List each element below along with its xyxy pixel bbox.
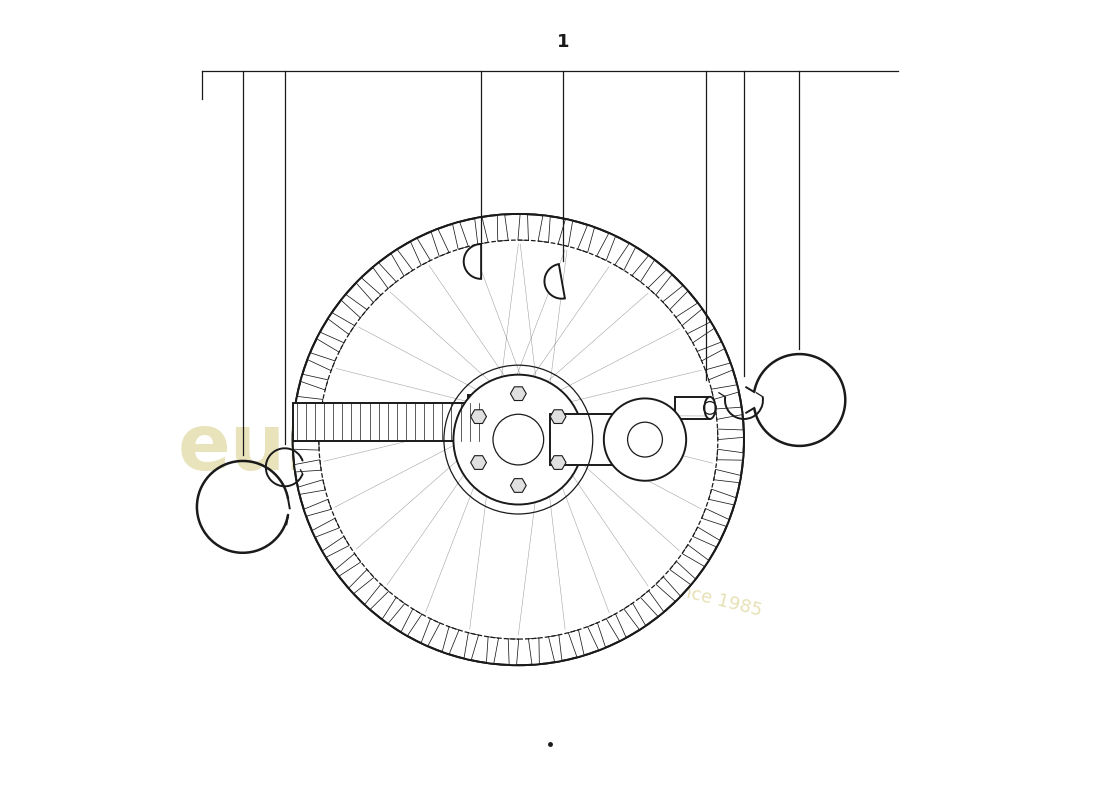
Text: a passion for parts since 1985: a passion for parts since 1985 bbox=[495, 537, 763, 620]
Polygon shape bbox=[421, 618, 440, 646]
Polygon shape bbox=[662, 286, 688, 310]
Polygon shape bbox=[373, 262, 396, 289]
Text: 1: 1 bbox=[558, 33, 570, 51]
Polygon shape bbox=[293, 439, 319, 450]
Polygon shape bbox=[382, 598, 405, 624]
Circle shape bbox=[293, 214, 744, 666]
Polygon shape bbox=[714, 470, 741, 482]
Polygon shape bbox=[656, 577, 681, 602]
Polygon shape bbox=[705, 363, 733, 380]
Bar bbox=[293, 403, 483, 441]
Polygon shape bbox=[300, 374, 328, 390]
Polygon shape bbox=[558, 219, 573, 246]
Polygon shape bbox=[471, 410, 486, 423]
Polygon shape bbox=[452, 222, 469, 250]
Polygon shape bbox=[632, 255, 654, 282]
Polygon shape bbox=[349, 570, 374, 594]
Polygon shape bbox=[624, 603, 646, 630]
Polygon shape bbox=[307, 353, 336, 370]
Polygon shape bbox=[298, 480, 326, 494]
Polygon shape bbox=[341, 294, 367, 318]
Polygon shape bbox=[312, 518, 340, 538]
Polygon shape bbox=[697, 342, 725, 361]
Bar bbox=[469, 395, 486, 449]
Polygon shape bbox=[578, 225, 595, 253]
Polygon shape bbox=[648, 270, 672, 295]
Polygon shape bbox=[675, 303, 702, 326]
Polygon shape bbox=[712, 385, 739, 399]
Polygon shape bbox=[364, 584, 388, 610]
Text: euroParts: euroParts bbox=[177, 410, 606, 486]
Polygon shape bbox=[596, 233, 616, 261]
Polygon shape bbox=[294, 460, 321, 472]
Polygon shape bbox=[550, 410, 566, 423]
Polygon shape bbox=[510, 387, 526, 401]
Ellipse shape bbox=[704, 397, 715, 419]
Polygon shape bbox=[486, 637, 498, 664]
Polygon shape bbox=[717, 429, 744, 439]
Polygon shape bbox=[528, 638, 539, 665]
Polygon shape bbox=[682, 545, 708, 566]
Polygon shape bbox=[442, 626, 459, 654]
Polygon shape bbox=[296, 396, 323, 410]
Polygon shape bbox=[322, 537, 349, 558]
Polygon shape bbox=[293, 419, 320, 430]
Polygon shape bbox=[475, 217, 488, 244]
Polygon shape bbox=[640, 590, 664, 617]
Bar bbox=[550, 414, 645, 465]
Polygon shape bbox=[464, 244, 481, 279]
Polygon shape bbox=[549, 635, 562, 662]
Polygon shape bbox=[538, 215, 550, 242]
Polygon shape bbox=[390, 250, 412, 276]
Polygon shape bbox=[708, 489, 736, 505]
Polygon shape bbox=[328, 313, 354, 334]
Polygon shape bbox=[606, 614, 626, 641]
Polygon shape bbox=[334, 554, 361, 576]
Polygon shape bbox=[510, 478, 526, 492]
Polygon shape bbox=[715, 407, 742, 419]
Polygon shape bbox=[518, 214, 528, 240]
Polygon shape bbox=[550, 456, 566, 470]
Polygon shape bbox=[317, 332, 344, 352]
Polygon shape bbox=[544, 264, 565, 298]
Polygon shape bbox=[569, 630, 584, 658]
Polygon shape bbox=[356, 278, 381, 302]
Polygon shape bbox=[497, 214, 508, 241]
Polygon shape bbox=[431, 229, 449, 257]
Polygon shape bbox=[688, 322, 715, 342]
Polygon shape bbox=[702, 509, 729, 526]
Polygon shape bbox=[717, 450, 744, 460]
Polygon shape bbox=[410, 238, 430, 266]
Circle shape bbox=[604, 398, 686, 481]
Polygon shape bbox=[615, 243, 636, 270]
Polygon shape bbox=[587, 622, 606, 650]
Polygon shape bbox=[400, 609, 422, 636]
Polygon shape bbox=[693, 527, 720, 547]
Polygon shape bbox=[304, 499, 331, 516]
Polygon shape bbox=[464, 633, 478, 660]
Polygon shape bbox=[508, 639, 519, 666]
Circle shape bbox=[453, 374, 583, 505]
Polygon shape bbox=[670, 562, 695, 585]
Polygon shape bbox=[471, 456, 486, 470]
